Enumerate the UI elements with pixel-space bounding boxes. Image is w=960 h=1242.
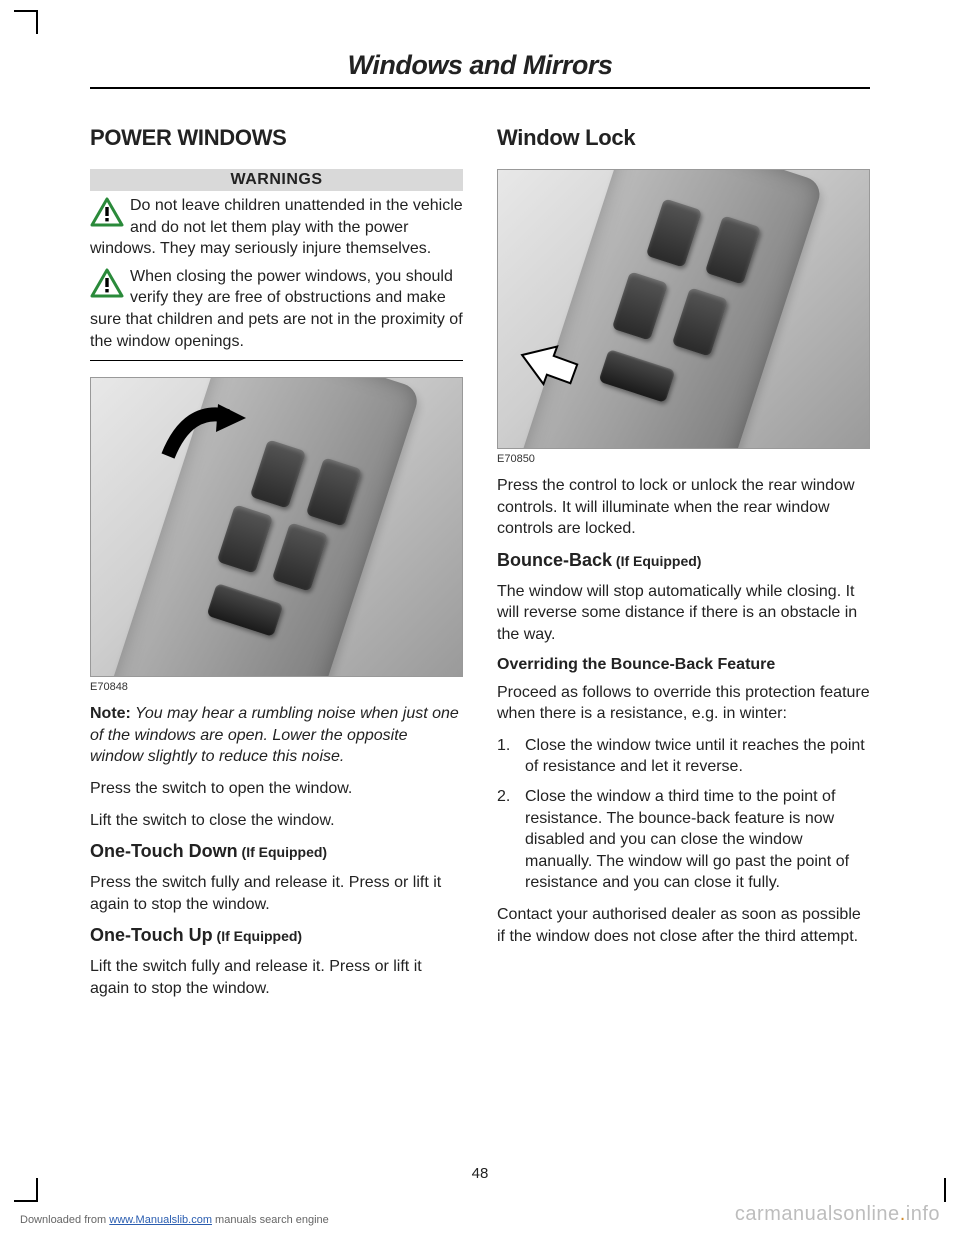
step-text: Close the window twice until it reaches … — [525, 735, 870, 778]
body-text: Lift the switch to close the window. — [90, 810, 463, 832]
section-title-window-lock: Window Lock — [497, 125, 870, 151]
body-text: Press the switch to open the window. — [90, 778, 463, 800]
page-number: 48 — [0, 1165, 960, 1182]
subheading-override: Overriding the Bounce-Back Feature — [497, 656, 870, 674]
equip-label: (If Equipped) — [238, 844, 327, 860]
footer-source: Downloaded from www.Manualslib.com manua… — [20, 1214, 329, 1226]
body-text: Press the switch fully and release it. P… — [90, 872, 463, 915]
arrow-icon — [158, 396, 248, 476]
steps-list: 1.Close the window twice until it reache… — [497, 735, 870, 894]
footer-link[interactable]: www.Manualslib.com — [109, 1214, 212, 1226]
step-text: Close the window a third time to the poi… — [525, 786, 870, 894]
warning-item: When closing the power windows, you shou… — [90, 262, 463, 354]
note: Note: You may hear a rumbling noise when… — [90, 703, 463, 768]
subheading-bounce-back: Bounce-Back (If Equipped) — [497, 550, 870, 571]
step-item: 2.Close the window a third time to the p… — [497, 786, 870, 894]
body-text: Contact your authorised dealer as soon a… — [497, 904, 870, 947]
step-item: 1.Close the window twice until it reache… — [497, 735, 870, 778]
warnings-block: WARNINGS Do not leave children unattende… — [90, 169, 463, 361]
body-text: Proceed as follows to override this prot… — [497, 682, 870, 725]
note-label: Note: — [90, 705, 131, 722]
body-text: Press the control to lock or unlock the … — [497, 475, 870, 540]
step-number: 1. — [497, 735, 525, 778]
arrow-icon — [520, 342, 590, 392]
warning-icon — [90, 197, 124, 227]
figure-caption: E70848 — [90, 681, 463, 693]
step-number: 2. — [497, 786, 525, 894]
footer-watermark: carmanualsonline.info — [735, 1203, 940, 1226]
warning-text: When closing the power windows, you shou… — [90, 268, 463, 350]
body-text: The window will stop automatically while… — [497, 581, 870, 646]
equip-label: (If Equipped) — [612, 553, 701, 569]
section-title-power-windows: POWER WINDOWS — [90, 125, 463, 151]
figure-window-switch — [90, 377, 463, 677]
warning-text: Do not leave children unattended in the … — [90, 197, 463, 257]
equip-label: (If Equipped) — [213, 928, 302, 944]
figure-window-lock — [497, 169, 870, 449]
content-columns: POWER WINDOWS WARNINGS Do not leave chil… — [90, 125, 870, 1010]
figure-caption: E70850 — [497, 453, 870, 465]
crop-mark — [14, 10, 38, 34]
warning-item: Do not leave children unattended in the … — [90, 191, 463, 262]
note-text: You may hear a rumbling noise when just … — [90, 705, 459, 765]
warnings-header: WARNINGS — [90, 169, 463, 191]
body-text: Lift the switch fully and release it. Pr… — [90, 956, 463, 999]
warning-icon — [90, 268, 124, 298]
chapter-title: Windows and Mirrors — [90, 50, 870, 89]
subheading-one-touch-up: One-Touch Up (If Equipped) — [90, 925, 463, 946]
left-column: POWER WINDOWS WARNINGS Do not leave chil… — [90, 125, 463, 1010]
subheading-one-touch-down: One-Touch Down (If Equipped) — [90, 841, 463, 862]
right-column: Window Lock E70850 Press the control to … — [497, 125, 870, 1010]
